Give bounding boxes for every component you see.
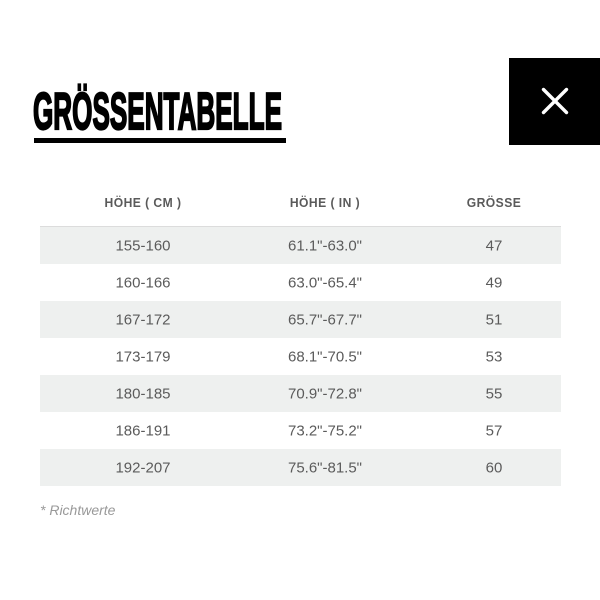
svg-text:GRÖSSENTABELLE: GRÖSSENTABELLE [33, 83, 282, 141]
